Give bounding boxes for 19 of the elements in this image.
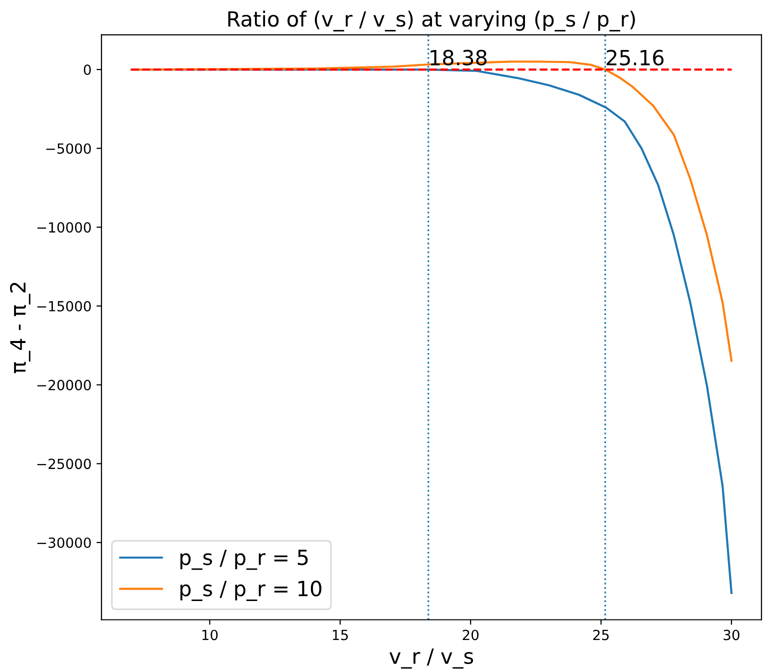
- x-tick-label: 15: [332, 630, 348, 640]
- x-tick-label: 25: [593, 630, 609, 640]
- y-tick-label: −5000: [46, 143, 91, 154]
- x-tick-label: 10: [202, 630, 218, 640]
- y-tick-label: 0: [84, 64, 91, 75]
- x-tick-label: 30: [724, 630, 740, 640]
- chart-title: Ratio of (v_r / v_s) at varying (p_s / p_r): [228, 10, 635, 32]
- legend-label: p_s / p_r = 10: [180, 580, 322, 601]
- y-tick-label: −10000: [37, 222, 91, 233]
- x-tick-label: 20: [462, 630, 479, 640]
- x-axis-title: v_r / v_s: [390, 648, 474, 669]
- y-tick-label: −25000: [37, 458, 91, 470]
- ref-line-label: 18.38: [430, 50, 487, 66]
- y-tick-label: −30000: [37, 537, 91, 548]
- y-tick-label: −20000: [37, 380, 91, 390]
- legend-label: p_s / p_r = 5: [180, 550, 308, 570]
- ref-line-label: 25.16: [606, 50, 664, 66]
- y-axis-title: π_4 - π_2: [10, 282, 30, 374]
- y-tick-label: −15000: [37, 300, 91, 312]
